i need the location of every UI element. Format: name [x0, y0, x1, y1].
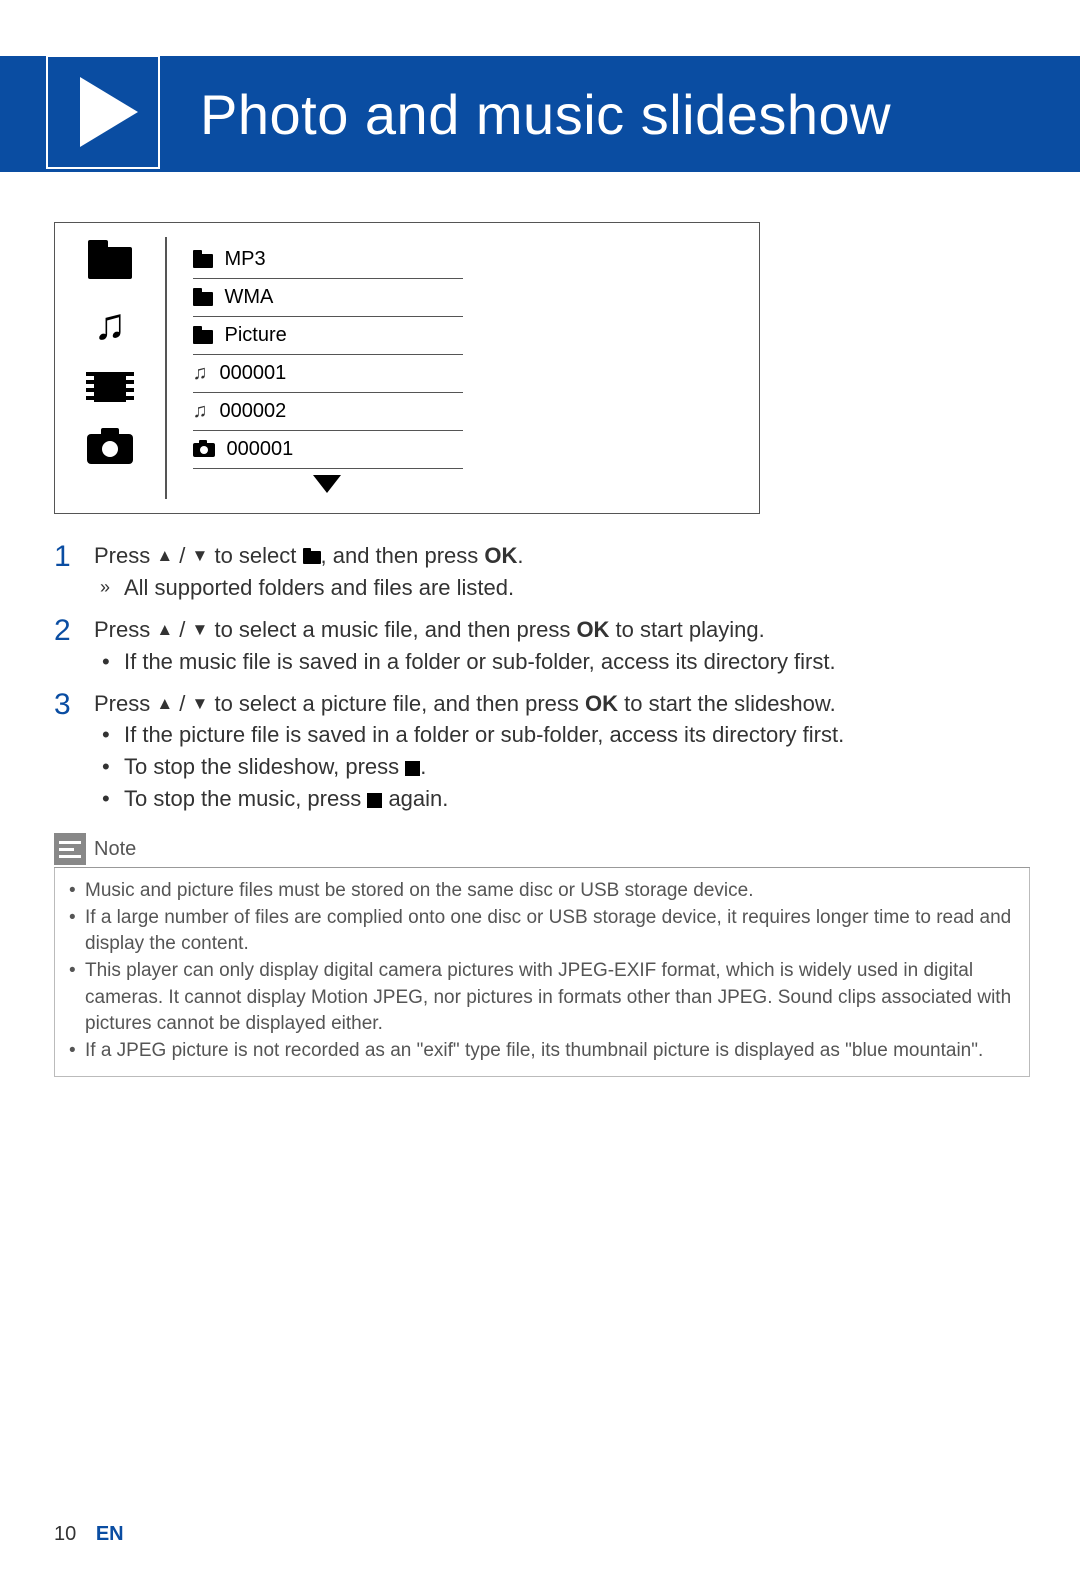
diagram-file-list: MP3 WMA Picture ♫ 000001 ♫ 000002 000001	[175, 237, 760, 513]
step-note: If the music file is saved in a folder o…	[94, 646, 1034, 678]
folder-icon	[86, 243, 134, 283]
up-icon: ▲	[156, 546, 173, 565]
page-title: Photo and music slideshow	[200, 82, 891, 147]
diagram-divider	[165, 237, 167, 499]
folder-icon	[193, 330, 213, 344]
instruction-steps: 1 Press ▲ / ▼ to select , and then press…	[54, 540, 1034, 815]
ok-label: OK	[576, 617, 609, 642]
list-item: ♫ 000002	[193, 393, 463, 431]
text: to start playing.	[609, 617, 764, 642]
music-icon: ♫	[193, 362, 208, 385]
stop-icon	[405, 761, 420, 776]
text: .	[420, 754, 426, 779]
down-icon: ▼	[192, 546, 209, 565]
note-label: Note	[94, 838, 136, 861]
page-footer: 10 EN	[54, 1523, 124, 1546]
step-note: If the picture file is saved in a folder…	[94, 719, 1034, 751]
page-number: 10	[54, 1523, 76, 1545]
note-item: This player can only display digital cam…	[69, 958, 1015, 1038]
list-item: 000001	[193, 431, 463, 469]
text: To stop the music, press	[124, 786, 367, 811]
down-icon: ▼	[192, 694, 209, 713]
text: again.	[382, 786, 448, 811]
step-result: All supported folders and files are list…	[94, 572, 1034, 604]
note-body: Music and picture files must be stored o…	[54, 868, 1030, 1077]
header-bar: Photo and music slideshow	[0, 56, 1080, 172]
text: To stop the slideshow, press	[124, 754, 405, 779]
down-icon: ▼	[192, 620, 209, 639]
folder-icon	[193, 292, 213, 306]
list-label: MP3	[225, 248, 266, 271]
step-number: 2	[54, 614, 94, 678]
play-icon-box	[46, 55, 160, 169]
list-label: 000001	[220, 362, 287, 385]
up-icon: ▲	[156, 694, 173, 713]
step-note: To stop the slideshow, press .	[94, 751, 1034, 783]
text: Press	[94, 617, 156, 642]
text: , and then press	[321, 543, 485, 568]
note-icon	[54, 833, 86, 865]
step-body: Press ▲ / ▼ to select a music file, and …	[94, 614, 1034, 678]
step-2: 2 Press ▲ / ▼ to select a music file, an…	[54, 614, 1034, 678]
up-icon: ▲	[156, 620, 173, 639]
text: to select a music file, and then press	[208, 617, 576, 642]
step-1: 1 Press ▲ / ▼ to select , and then press…	[54, 540, 1034, 604]
list-item: MP3	[193, 241, 463, 279]
ok-label: OK	[585, 691, 618, 716]
language-code: EN	[96, 1523, 124, 1545]
note-item: Music and picture files must be stored o…	[69, 878, 1015, 905]
step-body: Press ▲ / ▼ to select , and then press O…	[94, 540, 1034, 604]
list-item: Picture	[193, 317, 463, 355]
list-label: WMA	[225, 286, 274, 309]
scroll-down-icon	[313, 475, 341, 493]
step-number: 3	[54, 688, 94, 816]
folder-icon	[303, 551, 321, 564]
diagram-category-icons: ♫	[55, 237, 165, 513]
step-number: 1	[54, 540, 94, 604]
ok-label: OK	[484, 543, 517, 568]
list-label: Picture	[225, 324, 287, 347]
camera-icon	[193, 443, 215, 457]
text: Press	[94, 691, 156, 716]
step-note: To stop the music, press again.	[94, 783, 1034, 815]
note-item: If a JPEG picture is not recorded as an …	[69, 1038, 1015, 1065]
note-block: Note Music and picture files must be sto…	[54, 833, 1030, 1077]
photo-icon	[86, 429, 134, 469]
text: to select	[208, 543, 302, 568]
stop-icon	[367, 793, 382, 808]
text: /	[173, 691, 191, 716]
text: to start the slideshow.	[618, 691, 836, 716]
text: /	[173, 543, 191, 568]
list-item: ♫ 000001	[193, 355, 463, 393]
text: Press	[94, 543, 156, 568]
list-label: 000002	[220, 400, 287, 423]
folder-icon	[193, 254, 213, 268]
music-icon: ♫	[193, 400, 208, 423]
video-icon	[86, 367, 134, 407]
text: to select a picture file, and then press	[208, 691, 585, 716]
step-3: 3 Press ▲ / ▼ to select a picture file, …	[54, 688, 1034, 816]
music-icon: ♫	[86, 305, 134, 345]
text: .	[517, 543, 523, 568]
note-header: Note	[54, 833, 1030, 868]
list-label: 000001	[227, 438, 294, 461]
text: /	[173, 617, 191, 642]
list-item: WMA	[193, 279, 463, 317]
play-icon	[80, 77, 138, 147]
note-item: If a large number of files are complied …	[69, 905, 1015, 958]
step-body: Press ▲ / ▼ to select a picture file, an…	[94, 688, 1034, 816]
file-browser-diagram: ♫ MP3 WMA Picture ♫ 000001 ♫ 000002 000001	[54, 222, 760, 514]
